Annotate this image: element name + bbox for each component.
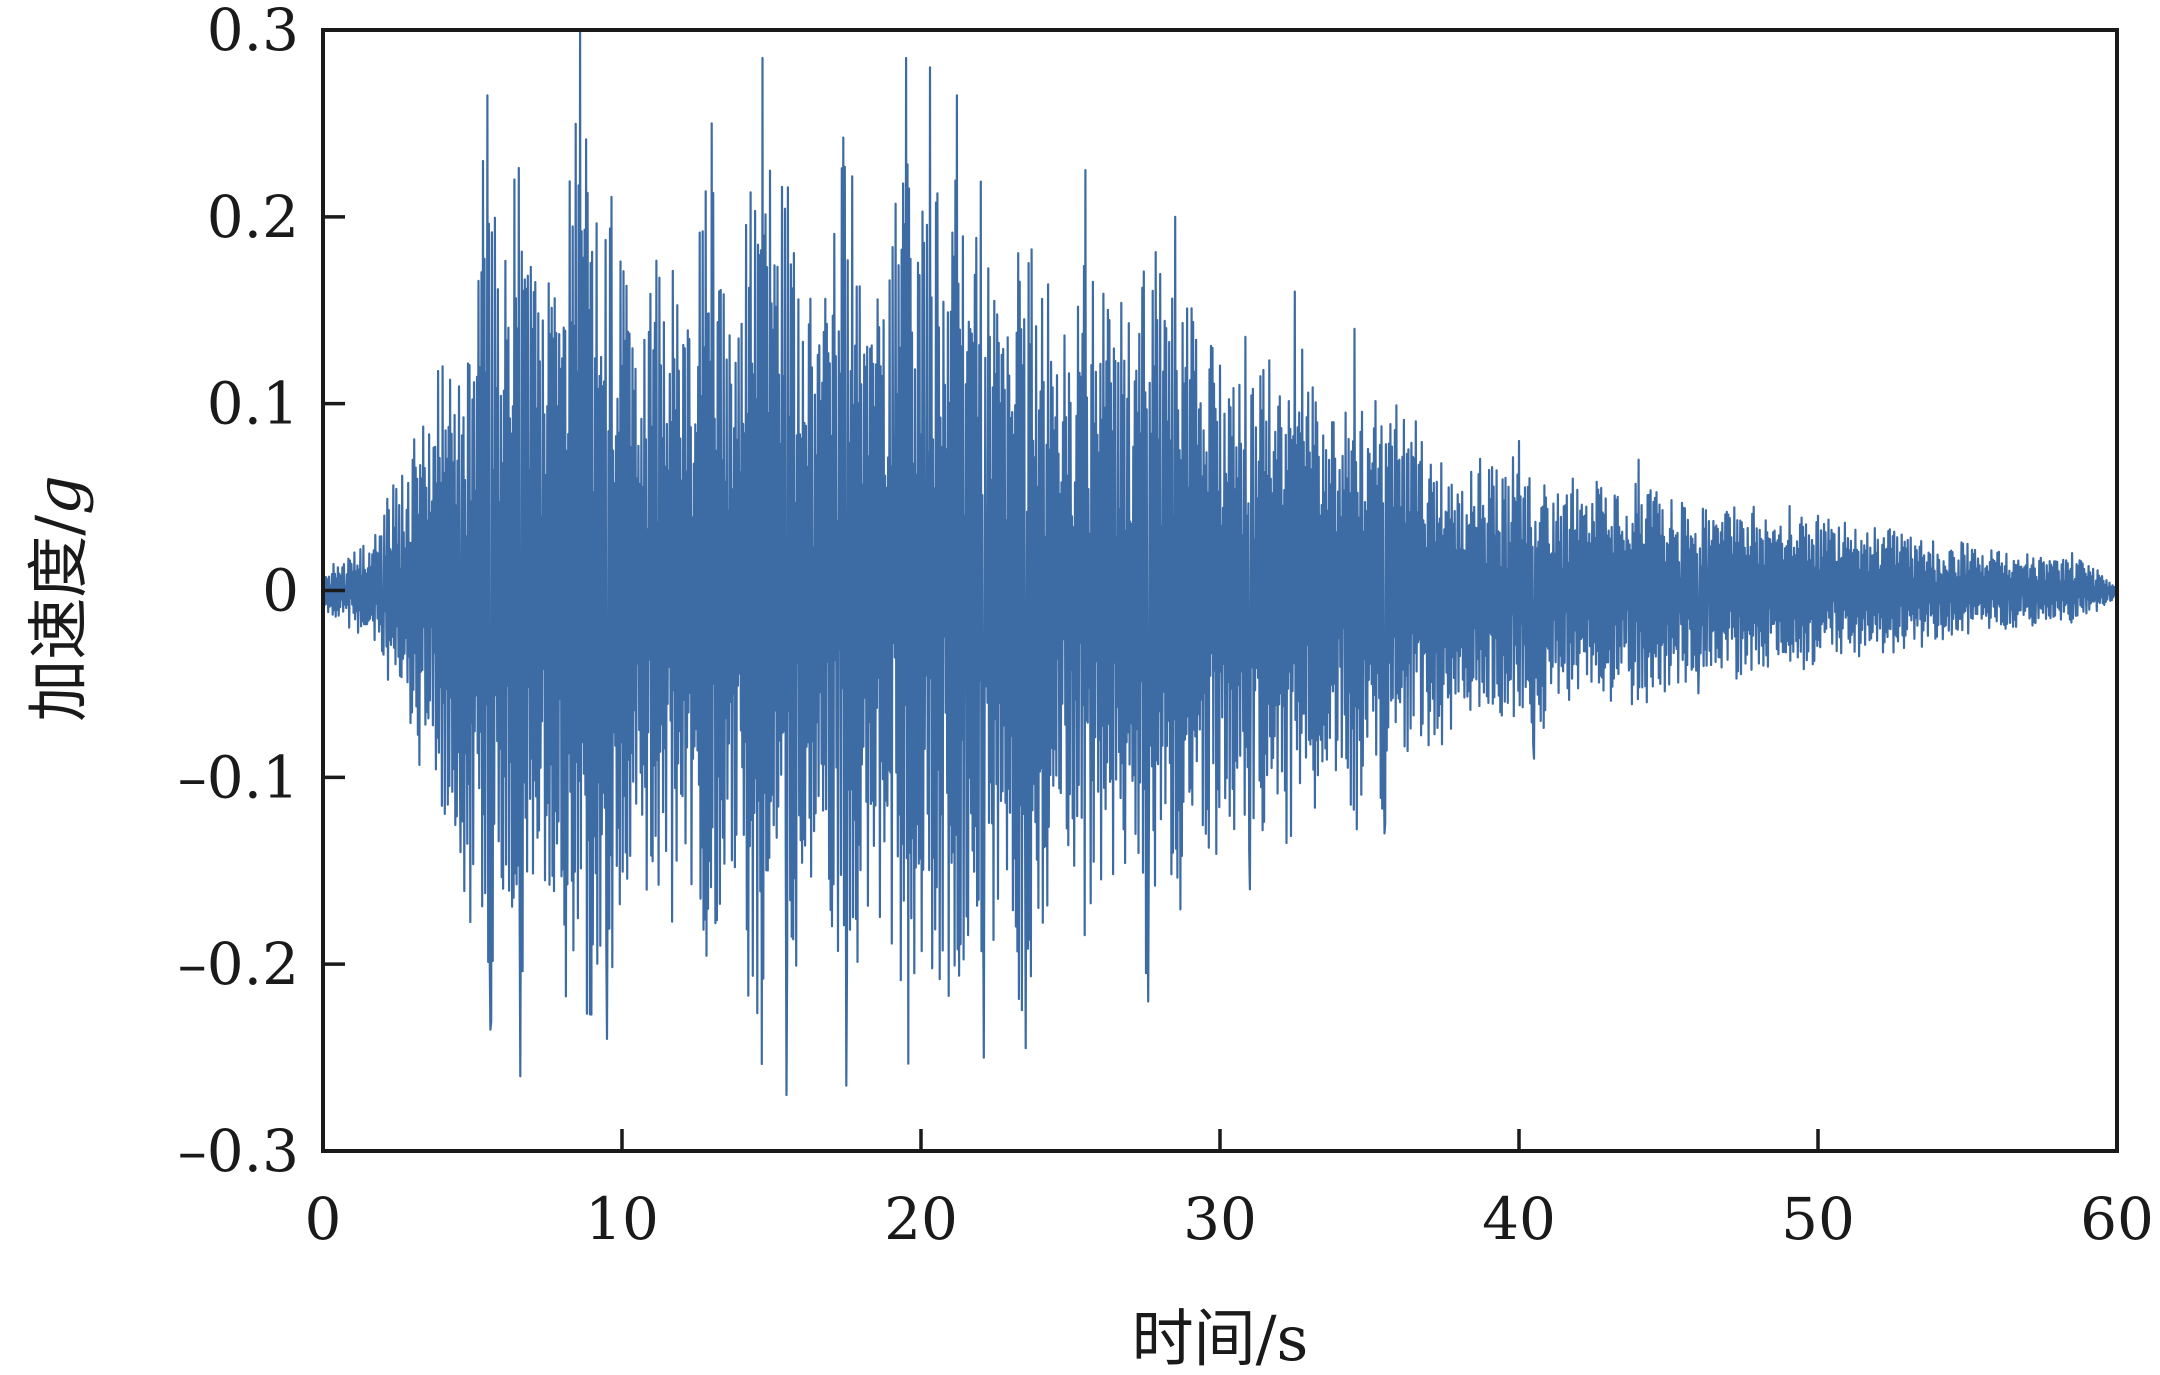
ticks-layer bbox=[323, 215, 1820, 1151]
y-axis-title-text: 加速度/ bbox=[22, 515, 95, 722]
tick-labels-layer: 0 10 20 30 40 50 60 0.3 0.2 0.1 0 –0.1 –0.2 –0.3 bbox=[178, 0, 2154, 1253]
y-tick-label: 0.1 bbox=[207, 370, 299, 438]
y-axis-title-unit: g bbox=[22, 475, 95, 515]
x-tick-label: 10 bbox=[585, 1185, 659, 1253]
y-tick-label: –0.2 bbox=[178, 930, 299, 998]
y-axis-title: 加速度/g bbox=[22, 475, 95, 722]
plot-frame bbox=[321, 28, 2119, 1153]
x-tick-label: 20 bbox=[884, 1185, 958, 1253]
y-tick-label: 0.3 bbox=[207, 0, 299, 64]
y-tick-label: 0.2 bbox=[207, 183, 299, 251]
x-tick-label: 0 bbox=[305, 1185, 342, 1253]
y-tick-label: –0.3 bbox=[178, 1117, 299, 1185]
x-tick-label: 40 bbox=[1482, 1185, 1556, 1253]
y-tick-label: –0.1 bbox=[178, 743, 299, 811]
x-tick-label: 50 bbox=[1781, 1185, 1855, 1253]
x-tick-label: 60 bbox=[2080, 1185, 2154, 1253]
series-layer bbox=[321, 28, 2119, 1097]
x-tick-label: 30 bbox=[1183, 1185, 1257, 1253]
x-axis-title: 时间/s bbox=[1132, 1302, 1309, 1375]
y-tick-label: 0 bbox=[262, 557, 299, 625]
